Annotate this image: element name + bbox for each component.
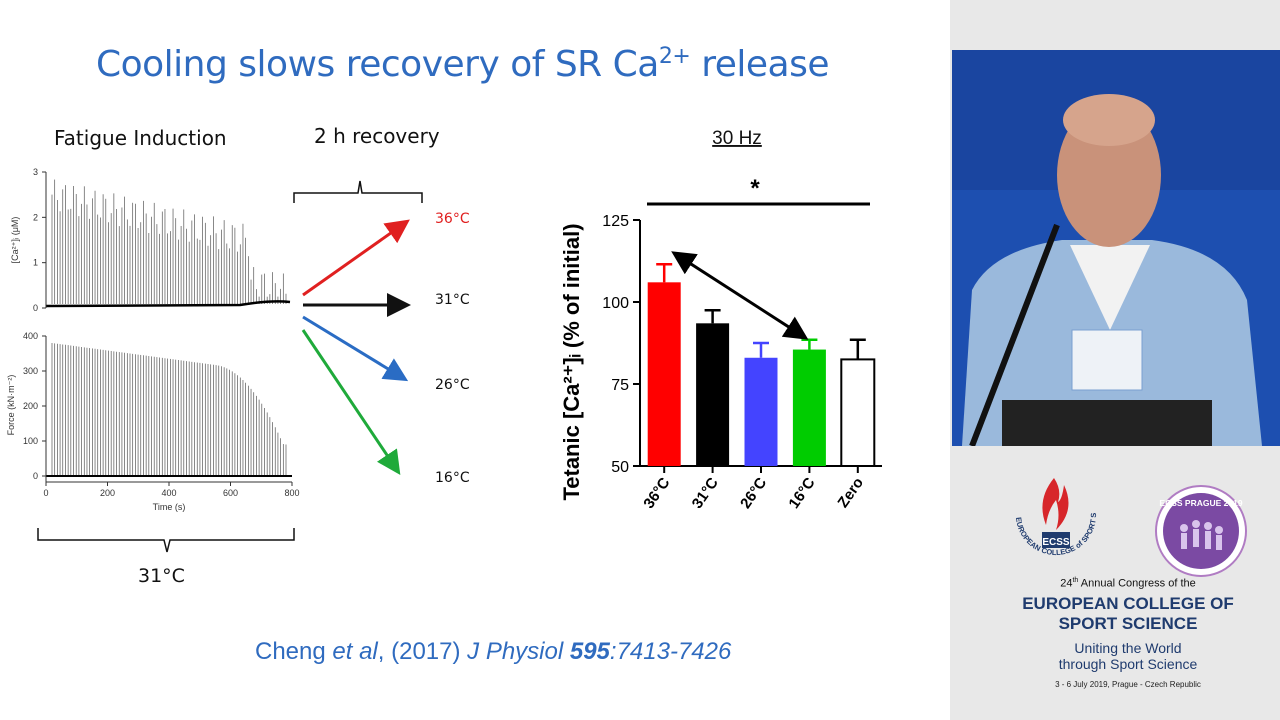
recovery-header: 2 h recovery (314, 124, 440, 148)
time-axis-label: Time (s) (153, 502, 186, 512)
time-tick-label: 600 (223, 488, 238, 498)
force-y-label: Force (kN·m⁻²) (6, 375, 16, 436)
force-tick-label: 300 (23, 366, 38, 376)
ca-tick-label: 0 (33, 303, 38, 313)
citation-pages: :7413-7426 (609, 638, 732, 665)
significance-marker: * (750, 175, 760, 202)
recovery-arrow (302, 219, 410, 297)
slide-title: Cooling slows recovery of SR Ca2+ releas… (0, 44, 925, 85)
bar (840, 358, 876, 467)
citation: Cheng et al, (2017) J Physiol 595:7413-7… (255, 638, 731, 666)
prague-2019-logo: ECSS PRAGUE 2019 (1155, 485, 1247, 577)
recovery-temperature-label: 36°C (435, 211, 470, 227)
motto-line-1: Uniting the World (1074, 640, 1182, 656)
annual-number: 24 (1060, 577, 1073, 590)
force-tick-label: 0 (33, 471, 38, 481)
force-tick-label: 100 (23, 436, 38, 446)
annual-suffix: th (1072, 577, 1079, 584)
x-tick-label: 36°C (640, 474, 673, 511)
x-tick-label: Zero (835, 475, 868, 511)
calcium-baseline (45, 300, 291, 308)
ca-tick-label: 2 (33, 212, 38, 222)
slide: Cooling slows recovery of SR Ca2+ releas… (0, 44, 925, 666)
citation-authors: Cheng (255, 638, 333, 665)
citation-volume: 595 (569, 638, 610, 665)
fatigue-temperature: 31°C (138, 565, 185, 587)
y-tick-label: 50 (611, 459, 629, 476)
chart-title: 30 Hz (712, 128, 762, 149)
title-superscript: 2+ (658, 44, 691, 69)
speaker-figure (952, 50, 1280, 446)
bar (696, 323, 730, 466)
y-axis-label: Tetanic [Ca²⁺]ᵢ (% of initial) (559, 223, 584, 500)
ca-y-label: [Ca²⁺]ᵢ (μM) (10, 217, 20, 264)
annual-text: Annual Congress of the (1078, 577, 1196, 590)
y-tick-label: 125 (602, 213, 629, 230)
force-trace (46, 343, 292, 477)
ca-tick-label: 3 (33, 167, 38, 177)
time-tick-label: 800 (284, 488, 299, 498)
time-tick-label: 400 (161, 488, 176, 498)
fatigue-bracket (37, 528, 295, 553)
x-tick-label: 26°C (737, 474, 770, 511)
title-tail: release (690, 44, 829, 85)
comparison-arrow (671, 251, 809, 340)
citation-journal: J Physiol (467, 638, 570, 665)
time-tick-label: 200 (100, 488, 115, 498)
trace-axes: 0 1 2 3 [Ca²⁺]ᵢ (μM) 0 100 200 300 400 Force (kN·m… (6, 167, 300, 512)
bar-chart: 30 Hz Tetanic [Ca²⁺]ᵢ (% of initial) 50 7… (559, 128, 882, 512)
bar (647, 282, 681, 466)
citation-etal: et al (332, 638, 378, 665)
bar (744, 357, 778, 466)
recovery-arrow (301, 329, 401, 475)
citation-year: , (2017) (377, 638, 468, 665)
title-main: Cooling slows recovery of SR Ca (95, 44, 659, 85)
force-tick-label: 200 (23, 401, 38, 411)
bar (792, 349, 826, 466)
annual-congress: 24th Annual Congress of the (950, 577, 1280, 590)
force-tick-label: 400 (23, 331, 38, 341)
recovery-arrows (293, 180, 423, 475)
ecss-logo: ECSS EUROPEAN COLLEGE of SPORT SCIENCE (1006, 470, 1098, 557)
ecss-logo-text: ECSS (1042, 537, 1070, 548)
y-tick-label: 75 (611, 377, 629, 394)
recovery-arrow (302, 315, 409, 382)
calcium-trace (45, 179, 291, 308)
congress-line-2: SPORT SCIENCE (1058, 614, 1198, 633)
recovery-temperature-label: 26°C (435, 377, 470, 393)
fatigue-traces: 0 1 2 3 [Ca²⁺]ᵢ (μM) 0 100 200 300 400 Force (kN·m… (6, 167, 300, 512)
recovery-temperature-label: 31°C (435, 292, 470, 308)
congress-line-1: EUROPEAN COLLEGE OF (1022, 594, 1234, 613)
ca-tick-label: 1 (33, 258, 38, 268)
time-tick-label: 0 (43, 488, 48, 498)
congress-dates: 3 - 6 July 2019, Prague - Czech Republic (1055, 680, 1201, 689)
x-tick-label: 16°C (786, 474, 819, 511)
x-tick-label: 31°C (689, 474, 722, 511)
fatigue-header: Fatigue Induction (54, 126, 227, 150)
recovery-temperature-label: 16°C (435, 470, 470, 486)
y-tick-label: 100 (602, 295, 629, 312)
motto-line-2: through Sport Science (1058, 656, 1198, 672)
prague-logo-text: ECSS PRAGUE 2019 (1159, 498, 1242, 508)
speaker-video (952, 50, 1280, 446)
